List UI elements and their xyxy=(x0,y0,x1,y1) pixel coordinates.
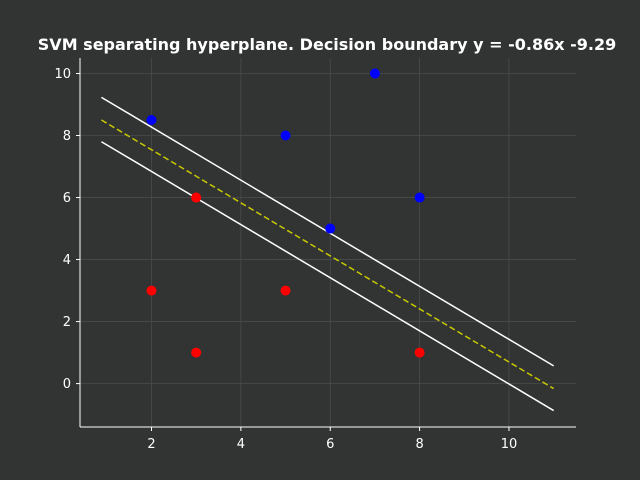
data-points xyxy=(146,68,425,358)
red-data-point xyxy=(191,192,202,203)
red-data-point xyxy=(191,347,202,358)
red-data-point xyxy=(146,285,157,296)
y-tick-label: 10 xyxy=(54,67,71,82)
chart-title: SVM separating hyperplane. Decision boun… xyxy=(38,35,616,54)
blue-data-point xyxy=(146,115,157,126)
blue-data-point xyxy=(280,130,291,141)
x-tick-label: 6 xyxy=(326,437,334,452)
x-tick-label: 8 xyxy=(415,437,423,452)
red-data-point xyxy=(414,347,425,358)
blue-data-point xyxy=(325,223,336,234)
y-tick-label: 0 xyxy=(63,377,71,392)
y-tick-label: 6 xyxy=(63,191,71,206)
grid xyxy=(80,58,576,427)
y-tick-label: 8 xyxy=(63,129,71,144)
blue-data-point xyxy=(414,192,425,203)
x-tick-label: 10 xyxy=(501,437,518,452)
margin-line xyxy=(101,141,555,412)
axes: 2 4 6 8 10 0 2 4 6 8 10 xyxy=(54,58,576,452)
y-tick-label: 2 xyxy=(63,315,71,330)
y-tick-label: 4 xyxy=(63,253,71,268)
x-tick-label: 4 xyxy=(237,437,245,452)
blue-data-point xyxy=(369,68,380,79)
decision-boundary-line xyxy=(101,119,555,390)
x-tick-label: 2 xyxy=(147,437,155,452)
red-data-point xyxy=(280,285,291,296)
